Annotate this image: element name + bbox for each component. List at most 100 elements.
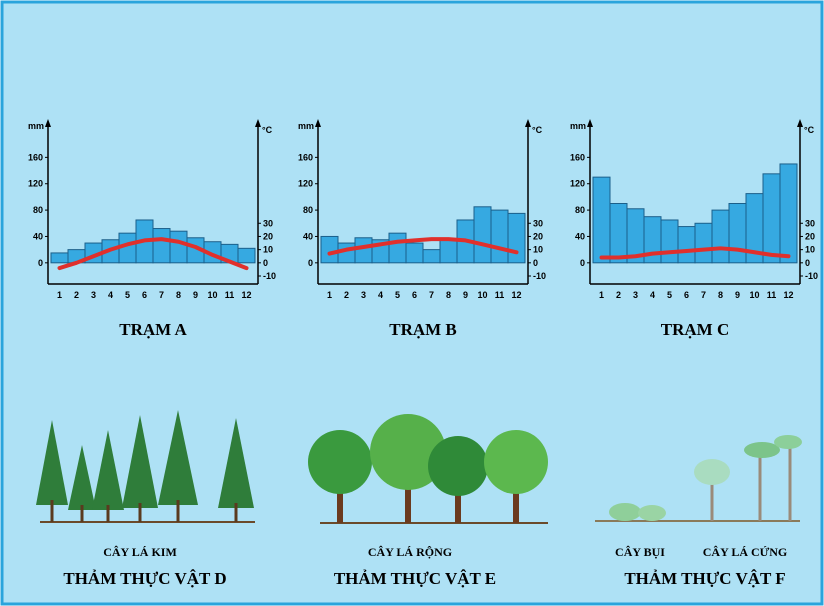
- y-tick-label: 40: [575, 231, 585, 241]
- x-tick-label: 4: [108, 290, 113, 300]
- y-tick-label: 80: [33, 205, 43, 215]
- x-tick-label: 9: [193, 290, 198, 300]
- bar: [694, 222, 713, 264]
- x-tick-label: 3: [361, 290, 366, 300]
- arrow: [45, 119, 51, 127]
- x-tick-label: 6: [412, 290, 417, 300]
- x-tick-label: 11: [767, 290, 777, 300]
- y2-tick-label: -10: [263, 271, 276, 281]
- x-tick-label: 12: [511, 290, 521, 300]
- y-tick-label: 0: [308, 258, 313, 268]
- chart-title: TRẠM C: [661, 320, 729, 339]
- vegetation-d: [36, 410, 255, 523]
- x-tick-label: 1: [599, 290, 604, 300]
- y2-tick-label: 10: [533, 245, 543, 255]
- x-tick-label: 10: [477, 290, 487, 300]
- bar: [592, 176, 611, 264]
- x-tick-label: 7: [159, 290, 164, 300]
- y-tick-label: 0: [38, 258, 43, 268]
- x-tick-label: 3: [633, 290, 638, 300]
- chart-title: TRẠM B: [389, 320, 457, 339]
- bar: [609, 203, 628, 264]
- bar: [473, 206, 492, 264]
- x-tick-label: 7: [701, 290, 706, 300]
- y-tick-label: 80: [303, 205, 313, 215]
- x-tick-label: 8: [446, 290, 451, 300]
- arrow: [315, 119, 321, 127]
- x-tick-label: 4: [650, 290, 655, 300]
- x-tick-label: 10: [749, 290, 759, 300]
- y2-axis-label: °C: [262, 125, 273, 135]
- x-tick-label: 5: [667, 290, 672, 300]
- bar: [677, 226, 696, 264]
- vegetation-e: [308, 414, 548, 524]
- x-tick-label: 5: [125, 290, 130, 300]
- y-tick-label: 120: [298, 179, 313, 189]
- y2-tick-label: 20: [805, 231, 815, 241]
- bar: [660, 219, 679, 264]
- vegetation-label: CÂY LÁ CỨNG: [703, 545, 787, 559]
- y-tick-label: 40: [303, 231, 313, 241]
- vegetation-title: THẢM THỰC VẬT F: [624, 569, 785, 588]
- bar: [728, 203, 747, 264]
- bar: [354, 237, 373, 264]
- arrow: [255, 119, 261, 127]
- bar: [405, 242, 424, 264]
- bar: [237, 247, 256, 264]
- vegetation-label: CÂY BỤI: [615, 545, 665, 559]
- y2-tick-label: 0: [533, 258, 538, 268]
- x-tick-label: 10: [207, 290, 217, 300]
- y-tick-label: 160: [28, 152, 43, 162]
- x-tick-label: 3: [91, 290, 96, 300]
- temperature-line: [599, 246, 791, 260]
- bar: [388, 232, 407, 264]
- temperature-line: [57, 237, 249, 271]
- bar: [711, 209, 730, 264]
- chart-title: TRẠM A: [119, 320, 187, 339]
- bar: [169, 230, 188, 264]
- bar: [762, 173, 781, 264]
- y-tick-label: 0: [580, 258, 585, 268]
- y-tick-label: 160: [298, 152, 313, 162]
- x-tick-label: 2: [616, 290, 621, 300]
- y2-tick-label: -10: [533, 271, 546, 281]
- x-tick-label: 9: [463, 290, 468, 300]
- arrow: [525, 119, 531, 127]
- bar: [490, 209, 509, 264]
- temperature-line: [327, 237, 519, 256]
- y-tick-label: 120: [570, 179, 585, 189]
- y2-tick-label: 10: [263, 245, 273, 255]
- bar: [422, 249, 441, 264]
- y2-tick-label: 0: [805, 258, 810, 268]
- y-axis-label: mm: [28, 121, 44, 131]
- bar: [507, 212, 526, 264]
- vegetation-title: THẢM THỰC VẬT E: [334, 569, 496, 588]
- y2-tick-label: 30: [263, 218, 273, 228]
- y2-tick-label: -10: [805, 271, 818, 281]
- vegetation-title: THẢM THỰC VẬT D: [63, 569, 226, 588]
- bar: [320, 235, 339, 264]
- bar: [50, 252, 69, 264]
- y-tick-label: 120: [28, 179, 43, 189]
- vegetation-label: CÂY LÁ RỘNG: [368, 545, 452, 559]
- y-tick-label: 160: [570, 152, 585, 162]
- x-tick-label: 4: [378, 290, 383, 300]
- y2-tick-label: 0: [263, 258, 268, 268]
- y2-tick-label: 10: [805, 245, 815, 255]
- y2-tick-label: 30: [533, 218, 543, 228]
- y2-axis-label: °C: [532, 125, 543, 135]
- x-tick-label: 2: [344, 290, 349, 300]
- bar: [779, 163, 798, 264]
- y-axis-label: mm: [570, 121, 586, 131]
- vegetation-f: [595, 435, 802, 522]
- x-tick-label: 8: [718, 290, 723, 300]
- bar: [152, 228, 171, 264]
- y2-axis-label: °C: [804, 125, 815, 135]
- x-tick-label: 12: [241, 290, 251, 300]
- vegetation-label: CÂY LÁ KIM: [103, 545, 177, 559]
- y2-tick-label: 20: [263, 231, 273, 241]
